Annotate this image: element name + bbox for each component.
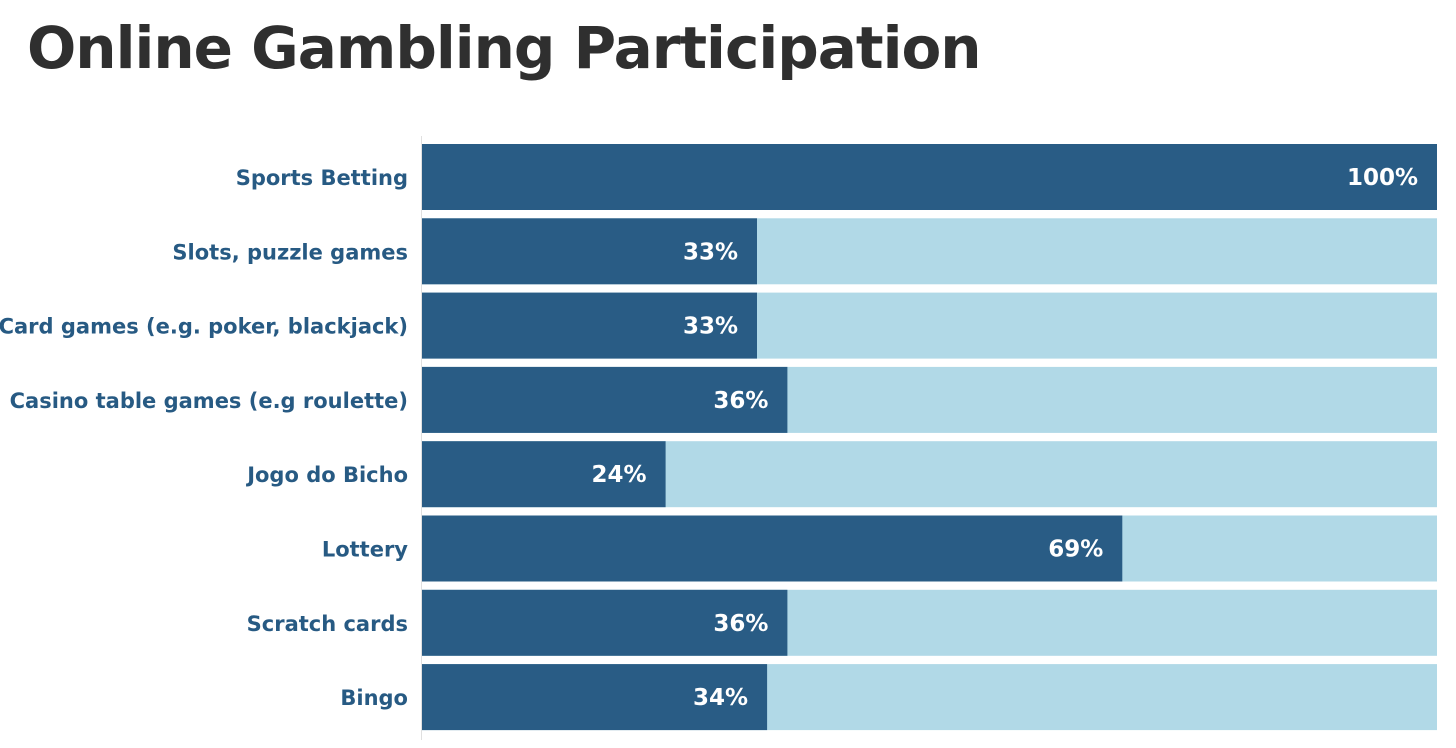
- chart-title: Online Gambling Participation: [27, 14, 982, 82]
- bar-series: [422, 144, 1437, 731]
- bar-slots-puzzle-games: [422, 218, 757, 285]
- category-label: Sports Betting: [236, 166, 408, 190]
- category-labels: Sports Betting Slots, puzzle games Card ga…: [0, 166, 408, 710]
- bar-bingo: [422, 664, 768, 731]
- category-label: Card games (e.g. poker, blackjack): [0, 315, 408, 339]
- value-label: 33%: [683, 239, 738, 265]
- bar-sports-betting: [422, 144, 1437, 210]
- value-label: 24%: [592, 462, 647, 488]
- value-labels: 100% 33% 33% 36% 24% 69% 36% 34%: [592, 165, 1418, 711]
- bar-card-games-e-g-poker-blackjack: [422, 292, 757, 359]
- value-label: 33%: [683, 314, 738, 340]
- bar-scratch-cards: [422, 589, 788, 656]
- value-label: 69%: [1048, 537, 1103, 563]
- bar-casino-table-games-e-g-roulette: [422, 366, 788, 433]
- bar-lottery: [422, 515, 1123, 582]
- category-label: Bingo: [340, 686, 408, 710]
- category-label: Lottery: [322, 538, 408, 562]
- category-label: Casino table games (e.g roulette): [10, 389, 408, 413]
- category-label: Slots, puzzle games: [172, 240, 408, 264]
- value-label: 36%: [713, 611, 768, 637]
- value-label: 34%: [693, 685, 748, 711]
- bar-jogo-do-bicho: [422, 441, 666, 508]
- category-label: Scratch cards: [247, 612, 408, 636]
- value-label: 100%: [1347, 165, 1418, 191]
- category-label: Jogo do Bicho: [245, 463, 408, 487]
- value-label: 36%: [713, 388, 768, 414]
